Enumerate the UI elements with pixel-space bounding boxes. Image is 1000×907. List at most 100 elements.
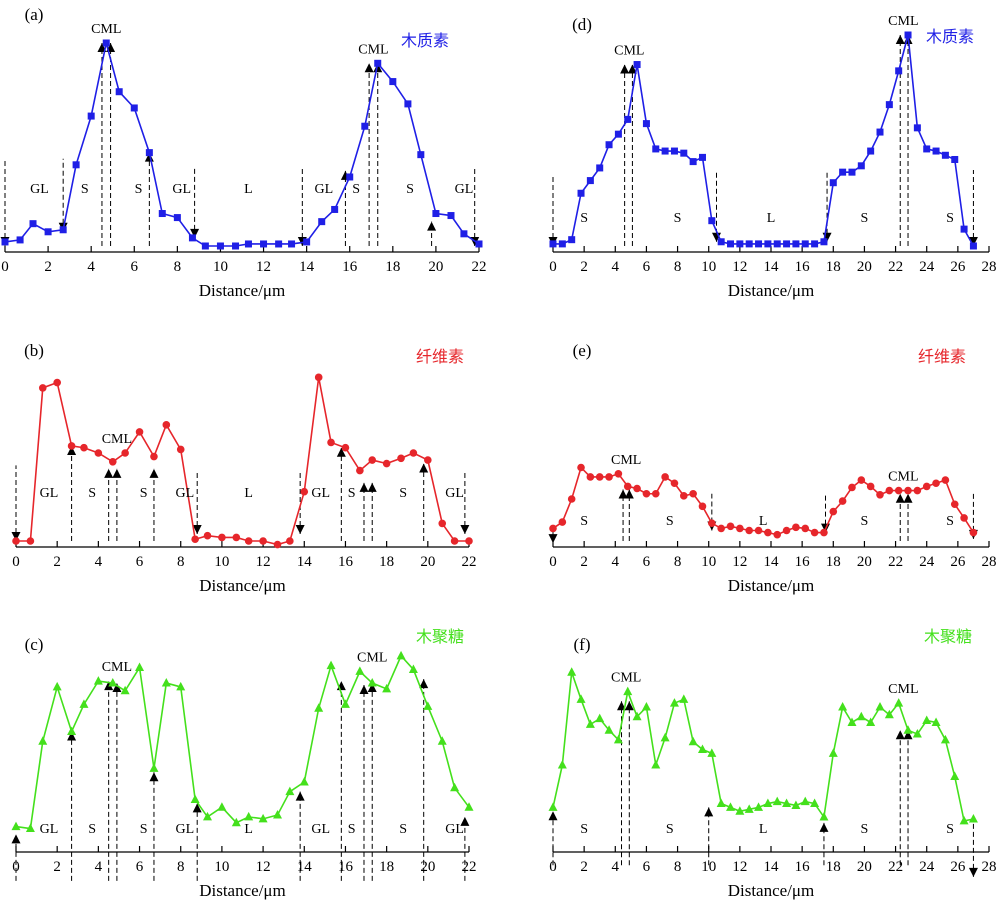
boundary-arrow-head — [67, 731, 77, 741]
boundary-arrow-head — [359, 684, 369, 694]
region-label: S — [861, 514, 869, 529]
data-point — [424, 456, 432, 464]
region-label: L — [244, 822, 253, 837]
data-point — [791, 800, 801, 809]
data-point — [326, 660, 336, 670]
boundary-arrow-head — [903, 493, 913, 503]
panel-label: (e) — [573, 341, 592, 360]
data-point — [450, 537, 459, 545]
x-tick-label: 12 — [732, 259, 747, 275]
boundary-arrow-head — [548, 534, 558, 544]
boundary-arrow-head — [618, 489, 628, 499]
boundary-arrow-head — [419, 679, 429, 689]
region-label: S — [580, 211, 588, 226]
x-tick-label: 22 — [888, 859, 903, 875]
series-line — [552, 465, 975, 536]
data-point — [744, 804, 754, 813]
data-point — [549, 524, 557, 533]
x-tick-label: 10 — [214, 859, 229, 875]
x-tick-label: 16 — [795, 554, 811, 570]
region-label: S — [946, 822, 954, 837]
data-point — [940, 734, 950, 744]
data-point — [941, 151, 949, 159]
data-point — [614, 470, 623, 478]
data-point — [745, 526, 753, 535]
region-label: S — [580, 514, 588, 529]
data-point — [783, 240, 791, 248]
x-tick-label: 2 — [580, 259, 588, 275]
x-axis-label: Distance/μm — [199, 576, 286, 595]
region-label: S — [348, 822, 356, 837]
data-point — [549, 240, 557, 248]
x-tick-label: 22 — [888, 554, 903, 570]
region-label: GL — [40, 822, 59, 837]
data-point — [87, 112, 95, 120]
data-point — [801, 240, 809, 248]
x-axis-label: Distance/μm — [728, 576, 815, 595]
series-name: 纤维素 — [416, 348, 464, 366]
data-point — [11, 821, 21, 831]
data-point — [361, 122, 369, 130]
x-tick-label: 26 — [950, 259, 966, 275]
data-point — [202, 811, 212, 821]
region-label: S — [946, 514, 954, 529]
data-point — [286, 537, 294, 545]
panel-label: (c) — [25, 635, 44, 654]
data-point — [641, 702, 651, 711]
data-point — [93, 676, 103, 685]
data-point — [1, 238, 9, 246]
cml-label: CML — [358, 42, 388, 57]
data-point — [135, 662, 145, 672]
data-point — [726, 522, 735, 531]
region-label: S — [135, 182, 143, 197]
data-point — [932, 147, 940, 155]
data-point — [613, 734, 623, 744]
data-point — [145, 149, 153, 157]
data-point — [698, 153, 706, 161]
data-point — [586, 177, 594, 185]
data-point — [318, 218, 326, 226]
data-point — [922, 715, 932, 725]
data-point — [688, 736, 698, 746]
boundary-arrow-head — [367, 683, 377, 693]
data-point — [585, 719, 595, 728]
data-point — [670, 479, 679, 488]
data-point — [810, 528, 819, 537]
data-point — [408, 664, 418, 673]
data-point — [884, 709, 894, 719]
data-point — [867, 147, 875, 155]
series-line — [16, 377, 469, 546]
series-name: 木质素 — [401, 32, 449, 50]
data-point — [108, 678, 118, 687]
boundary-arrow-head — [627, 64, 637, 74]
boundary-arrow-head — [819, 822, 829, 832]
x-tick-label: 28 — [982, 259, 997, 275]
x-tick-label: 10 — [701, 859, 716, 875]
x-tick-label: 20 — [857, 859, 872, 875]
data-point — [557, 759, 567, 769]
data-point — [173, 214, 181, 222]
data-point — [273, 809, 283, 819]
data-point — [773, 240, 781, 248]
data-point — [258, 813, 268, 823]
data-point — [558, 240, 566, 248]
data-point — [829, 507, 838, 516]
x-axis-label: Distance/μm — [199, 881, 286, 900]
region-label: S — [861, 822, 869, 837]
data-point — [838, 497, 847, 505]
data-point — [216, 242, 224, 250]
data-point — [642, 120, 650, 128]
region-label: GL — [445, 486, 464, 501]
data-point — [176, 445, 185, 454]
series-line — [553, 34, 975, 247]
data-point — [604, 725, 614, 734]
data-point — [576, 694, 586, 703]
boundary-arrow-head — [112, 468, 122, 478]
boundary-arrow-head — [104, 681, 114, 691]
x-tick-label: 10 — [701, 259, 716, 275]
data-point — [244, 811, 254, 821]
data-point — [856, 711, 866, 721]
boundary-arrow-head — [548, 811, 558, 821]
